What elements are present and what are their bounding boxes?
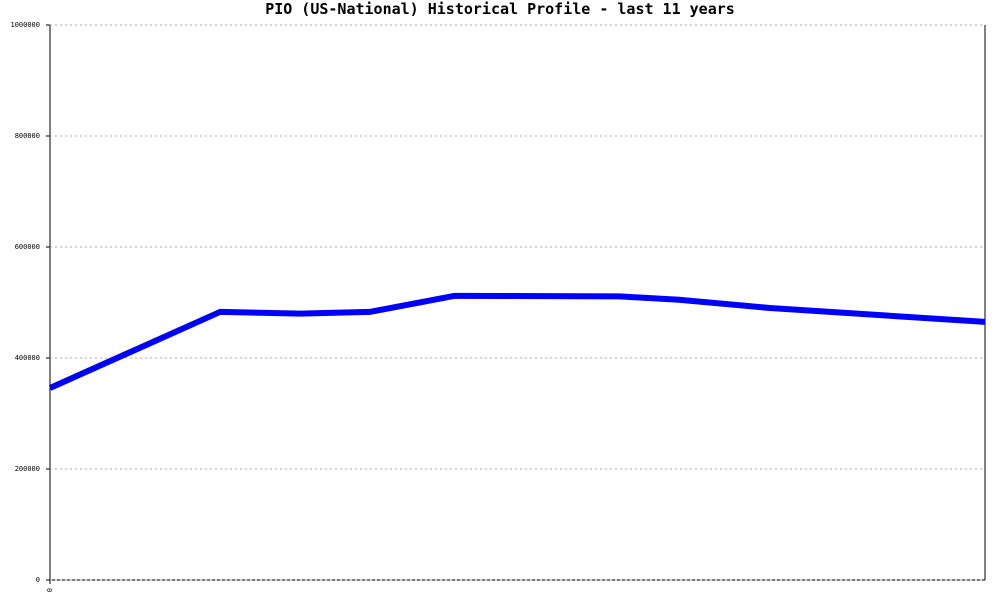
- y-tick-label: 600000: [15, 243, 40, 251]
- y-tick-label: 200000: [15, 465, 40, 473]
- y-tick-label: 1000000: [10, 21, 40, 29]
- x-tick-label: 0: [46, 588, 54, 592]
- y-tick-label: 400000: [15, 354, 40, 362]
- y-tick-label: 800000: [15, 132, 40, 140]
- data-line: [48, 292, 986, 391]
- chart-title: PIO (US-National) Historical Profile - l…: [265, 0, 735, 18]
- y-tick-label: 0: [36, 576, 40, 584]
